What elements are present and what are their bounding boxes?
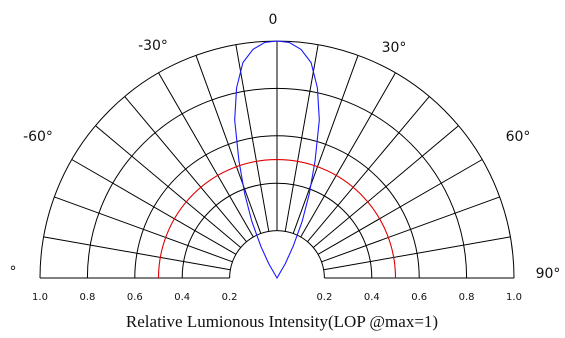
angle-label-1: -30° (138, 38, 168, 54)
grid-spoke-17 (323, 236, 511, 271)
grid-spoke-8 (235, 44, 270, 232)
tick-label-right-3: 0.8 (459, 292, 475, 303)
tick-label-right-4: 1.0 (506, 292, 522, 303)
series-layer (157, 40, 397, 280)
angle-label-6: 90° (536, 266, 561, 282)
x-axis-label: Relative Lumionous Intensity(LOP @max=1) (126, 312, 438, 331)
grid-spoke-14 (312, 125, 459, 248)
grid-spoke-12 (300, 72, 396, 238)
grid-spoke-5 (124, 96, 247, 243)
series-line-0 (234, 40, 320, 280)
angle-label-2: 30° (382, 40, 407, 56)
angle-label-4: 60° (506, 129, 531, 145)
tick-label-left-0: 1.0 (32, 292, 48, 303)
tick-label-right-2: 0.6 (411, 292, 427, 303)
tick-label-right-1: 0.4 (364, 292, 380, 303)
angle-label-3: -60° (23, 129, 53, 145)
grid-spoke-3 (71, 159, 237, 255)
grid-spoke-16 (321, 196, 500, 263)
grid-spoke-15 (317, 159, 483, 255)
tick-label-left-2: 0.6 (127, 292, 143, 303)
angle-label-5: ° (10, 264, 17, 280)
grid-spoke-13 (307, 96, 430, 243)
grid-spoke-4 (95, 125, 242, 248)
angle-label-0: 0 (269, 12, 278, 28)
tick-label-left-1: 0.8 (79, 292, 95, 303)
tick-label-left-3: 0.4 (174, 292, 190, 303)
grid-spoke-7 (195, 55, 262, 234)
grid-spoke-6 (158, 72, 254, 238)
tick-label-left-4: 0.2 (222, 292, 238, 303)
grid-spoke-1 (43, 236, 231, 271)
grid-spoke-2 (54, 196, 233, 263)
grid-spoke-11 (292, 55, 359, 234)
grid-spoke-10 (284, 44, 319, 232)
tick-label-right-0: 0.2 (316, 292, 332, 303)
label-layer: 0 -30° 30° -60° 60° ° 90° 1.0 0.8 0.6 0.4 0.2 0.2 0.4… (10, 12, 561, 303)
series-line-1 (157, 158, 397, 279)
